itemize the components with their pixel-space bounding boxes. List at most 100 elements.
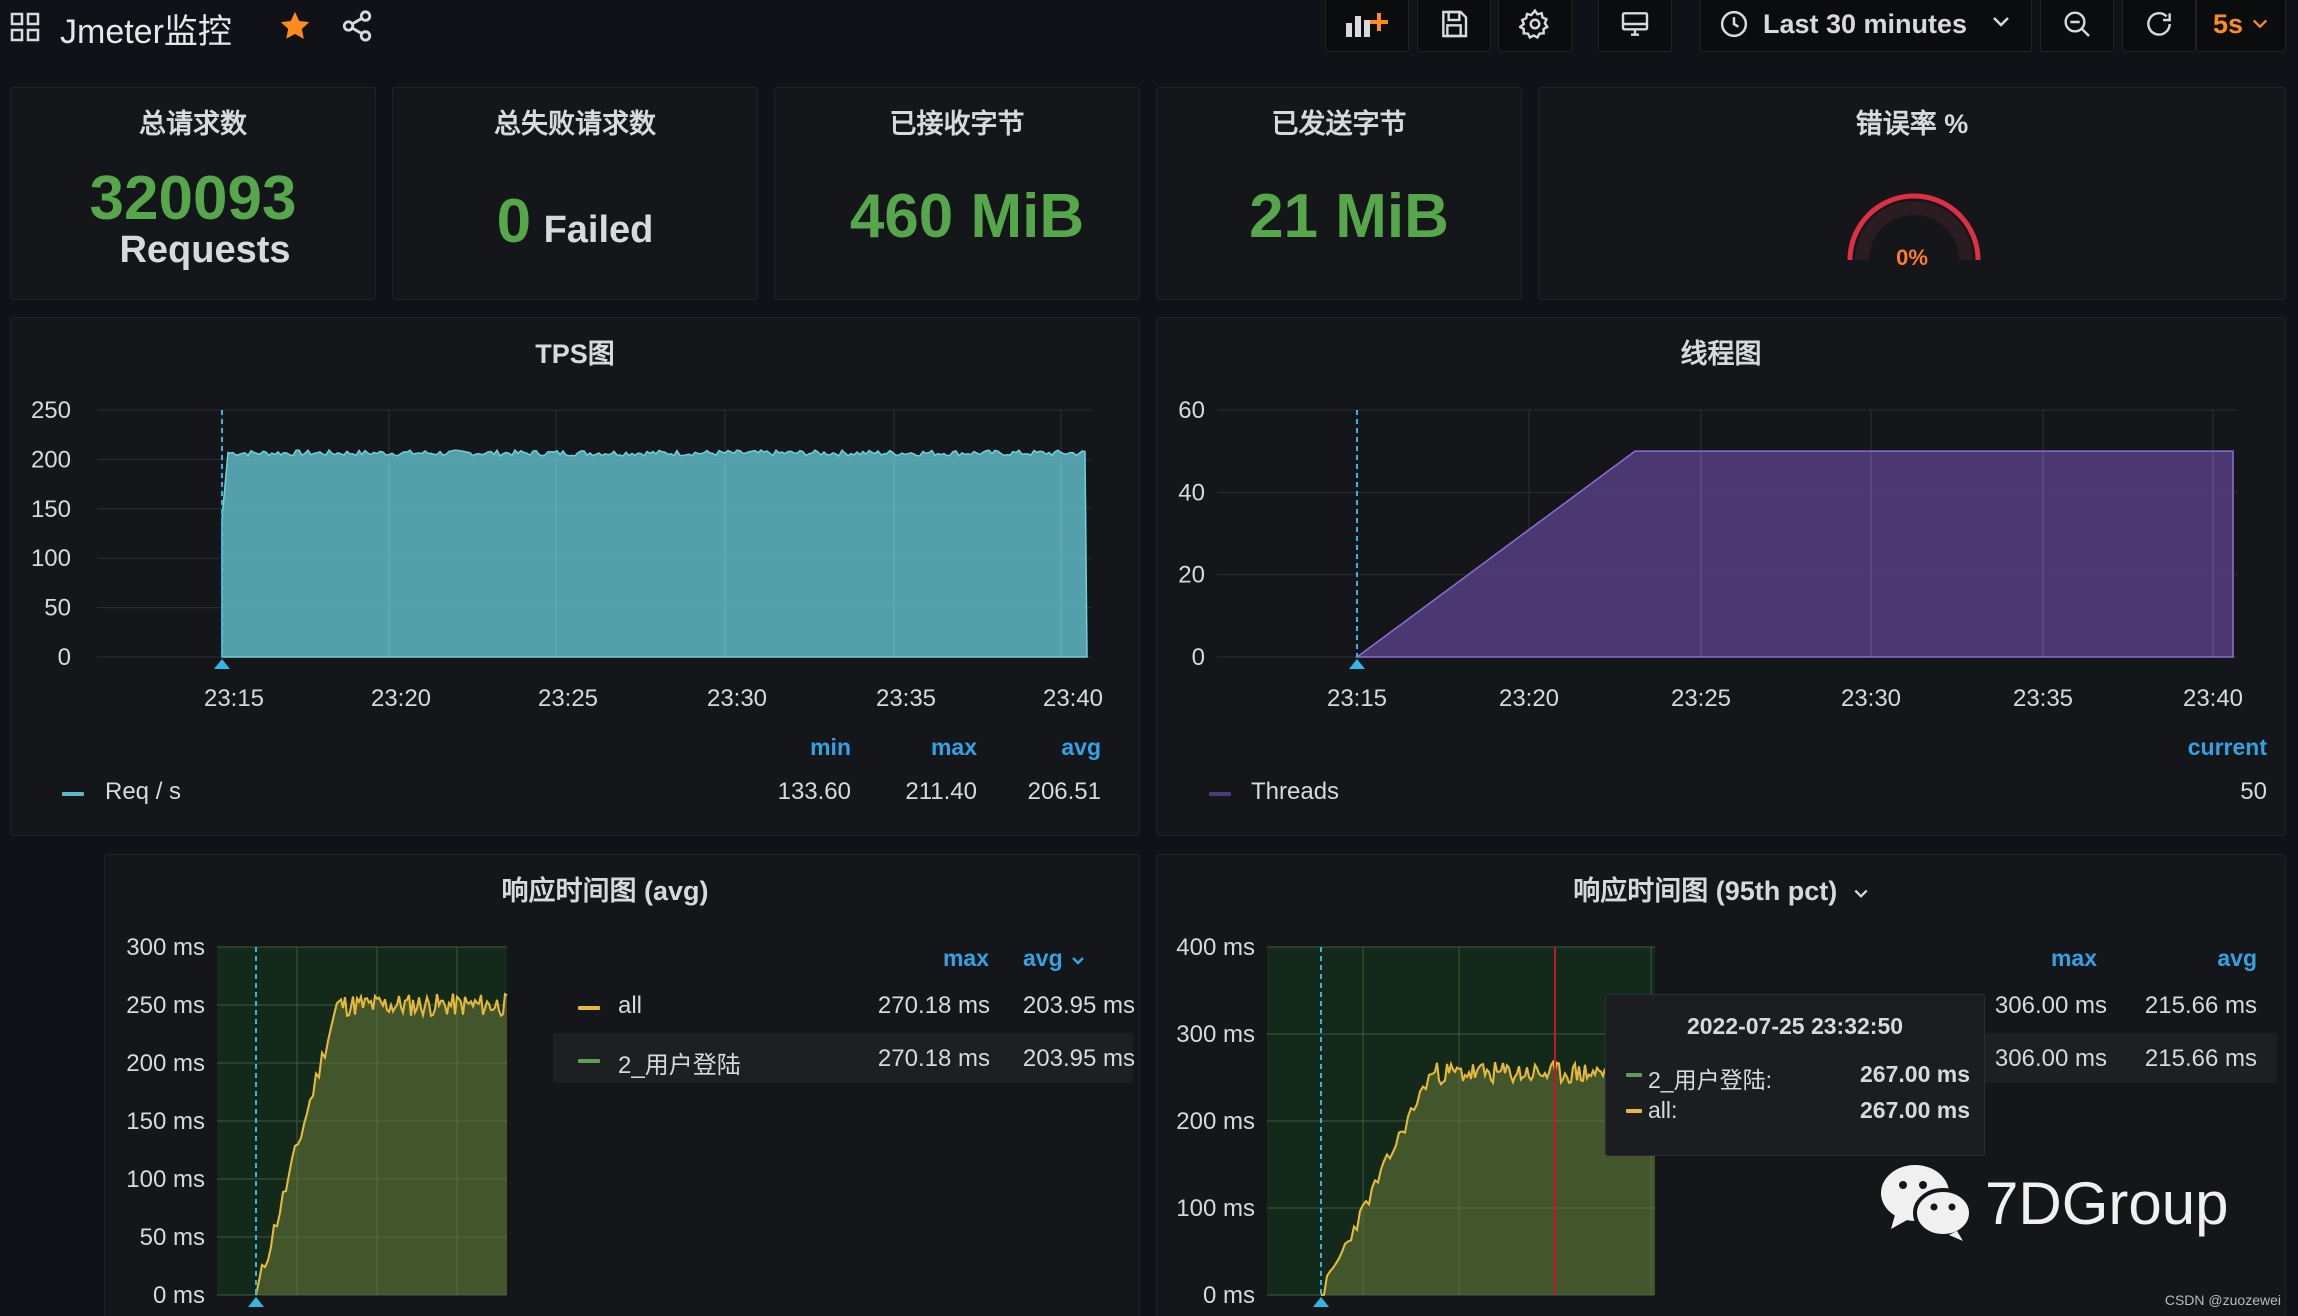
y-tick-label: 0 (58, 644, 71, 671)
legend-header-max[interactable]: max (942, 945, 989, 971)
watermark-brand: 7DGroup (1985, 1170, 2229, 1237)
chart-tooltip: 2022-07-25 23:32:50 2_用户登陆: 267.00 ms al… (1605, 994, 1985, 1156)
y-tick-label: 0 ms (153, 1282, 205, 1309)
refresh-button[interactable] (2122, 0, 2196, 52)
settings-button[interactable] (1498, 0, 1572, 52)
stat-panel-total-requests[interactable]: 总请求数 320093 Requests (10, 87, 376, 300)
total-requests-unit: Requests (119, 229, 291, 271)
legend-row2-max: 306.00 ms (1994, 1045, 2107, 1072)
x-tick-label: 23:15 (204, 685, 264, 712)
y-tick-label: 200 ms (1176, 1108, 1255, 1135)
panel-title: 总失败请求数 (494, 109, 656, 139)
y-tick-label: 200 ms (126, 1050, 205, 1077)
zoom-out-icon (2061, 8, 2093, 40)
annotation-marker (1313, 1297, 1329, 1307)
star-icon[interactable] (278, 9, 312, 48)
legend-header-min[interactable]: min (810, 734, 851, 760)
tps-panel[interactable]: TPS图 250 200 150 100 50 0 23:15 23:20 23:25 23:30… (10, 317, 1140, 836)
failed-requests-unit: Failed (543, 209, 654, 251)
chevron-down-icon (1853, 876, 1869, 906)
series-area (256, 993, 507, 1295)
legend-swatch (62, 792, 84, 796)
x-tick-label: 23:20 (1499, 685, 1559, 712)
x-tick-label: 23:35 (876, 685, 936, 712)
time-range-picker[interactable]: Last 30 minutes (1700, 0, 2032, 52)
stat-panel-failed-requests[interactable]: 总失败请求数 0 Failed (392, 87, 758, 300)
threads-series-area (1354, 450, 2234, 658)
threads-panel[interactable]: 线程图 60 40 20 0 23:15 23:20 23:25 23:30 23:35 23:4… (1156, 317, 2286, 836)
failed-requests-value: 0 (496, 187, 532, 256)
gear-icon (1519, 8, 1551, 40)
save-dashboard-button[interactable] (1417, 0, 1491, 52)
legend-row-highlight (553, 1033, 1133, 1083)
panel-title: 已发送字节 (1271, 109, 1407, 139)
y-tick-label: 300 ms (126, 934, 205, 961)
legend-series-login[interactable]: 2_用户登陆 (618, 1052, 741, 1079)
legend-header-max[interactable]: max (2050, 945, 2097, 971)
panel-title: TPS图 (535, 339, 615, 369)
response-time-p95-panel[interactable]: 响应时间图 (95th pct) 400 ms 300 ms 200 ms 100 m… (1156, 854, 2286, 1316)
y-tick-label: 50 ms (140, 1224, 205, 1251)
y-tick-label: 20 (1178, 562, 1205, 589)
add-panel-button[interactable] (1325, 0, 1409, 52)
failed-requests-stat: 0 Failed (393, 186, 757, 257)
y-tick-label: 300 ms (1176, 1021, 1255, 1048)
grid-icon[interactable] (10, 12, 40, 47)
legend-max-value: 211.40 (905, 778, 977, 805)
panel-title: 已接收字节 (889, 109, 1025, 139)
legend-swatch (1209, 792, 1231, 796)
error-rate-gauge (1847, 193, 1981, 261)
tooltip-time: 2022-07-25 23:32:50 (1686, 1013, 1904, 1039)
tooltip-value-login: 267.00 ms (1860, 1061, 1970, 1087)
legend-series-all[interactable]: all (618, 992, 643, 1019)
dashboard-title[interactable]: Jmeter监控 (60, 13, 232, 51)
panel-title: 线程图 (1680, 339, 1762, 369)
legend-row2-avg: 215.66 ms (2144, 1045, 2257, 1072)
panel-title: 响应时间图 (95th pct) (1573, 876, 1838, 906)
legend-series-name[interactable]: Threads (1251, 778, 1340, 805)
y-tick-label: 0 ms (1203, 1282, 1255, 1309)
legend-login-max: 270.18 ms (877, 1045, 990, 1072)
legend-row1-max: 306.00 ms (1994, 992, 2107, 1019)
y-tick-label: 60 (1178, 397, 1205, 424)
y-tick-label: 200 (31, 446, 71, 473)
legend-header-current[interactable]: current (2187, 734, 2267, 760)
legend-series-name[interactable]: Req / s (105, 778, 182, 805)
y-tick-label: 0 (1192, 644, 1205, 671)
zoom-out-button[interactable] (2040, 0, 2114, 52)
legend-min-value: 133.60 (777, 778, 851, 805)
response-time-avg-panel[interactable]: 响应时间图 (avg) 300 ms 250 ms 200 ms 150 ms 100 … (104, 854, 1140, 1316)
wechat-logo-icon (1877, 1161, 1977, 1248)
tps-chart[interactable]: 250 200 150 100 50 0 23:15 23:20 23:25 23:30 23:35… (11, 318, 1141, 837)
tooltip-swatch-all (1626, 1109, 1642, 1113)
response-p95-chart[interactable]: 400 ms 300 ms 200 ms 100 ms 0 ms (1157, 855, 2287, 1316)
legend-header-max[interactable]: max (930, 734, 977, 760)
share-icon[interactable] (340, 9, 374, 48)
total-requests-value: 320093 (89, 164, 297, 233)
top-navbar: Jmeter监控 (0, 0, 2298, 56)
panel-title-row[interactable]: 响应时间图 (95th pct) (1157, 869, 2285, 908)
legend-header-avg[interactable]: avg (1061, 734, 1101, 760)
bytes-received-value: 460 MiB (849, 182, 1085, 251)
refresh-interval-picker[interactable]: 5s (2196, 0, 2286, 52)
stat-panel-error-rate[interactable]: 错误率 % 0% (1538, 87, 2286, 300)
panel-title: 响应时间图 (avg) (501, 876, 709, 906)
y-tick-label: 40 (1178, 479, 1205, 506)
y-tick-label: 100 ms (126, 1166, 205, 1193)
add-panel-icon (1343, 7, 1391, 41)
refresh-icon (2143, 8, 2175, 40)
stat-panel-bytes-received[interactable]: 已接收字节 460 MiB (774, 87, 1140, 300)
x-tick-label: 23:20 (371, 685, 431, 712)
y-tick-label: 250 ms (126, 992, 205, 1019)
tv-mode-button[interactable] (1598, 0, 1672, 52)
legend-login-avg: 203.95 ms (1022, 1045, 1135, 1072)
legend-header-avg[interactable]: avg (1005, 945, 1105, 972)
response-avg-chart[interactable]: 300 ms 250 ms 200 ms 150 ms 100 ms 50 ms 0 ms (105, 855, 1141, 1316)
legend-current-value: 50 (2240, 778, 2267, 805)
stat-panel-bytes-sent[interactable]: 已发送字节 21 MiB (1156, 87, 1522, 300)
annotation-marker (1349, 659, 1365, 669)
x-tick-label: 23:25 (1671, 685, 1731, 712)
legend-header-avg[interactable]: avg (2217, 945, 2257, 971)
threads-chart[interactable]: 60 40 20 0 23:15 23:20 23:25 23:30 23:35 23:40 (1157, 318, 2287, 837)
